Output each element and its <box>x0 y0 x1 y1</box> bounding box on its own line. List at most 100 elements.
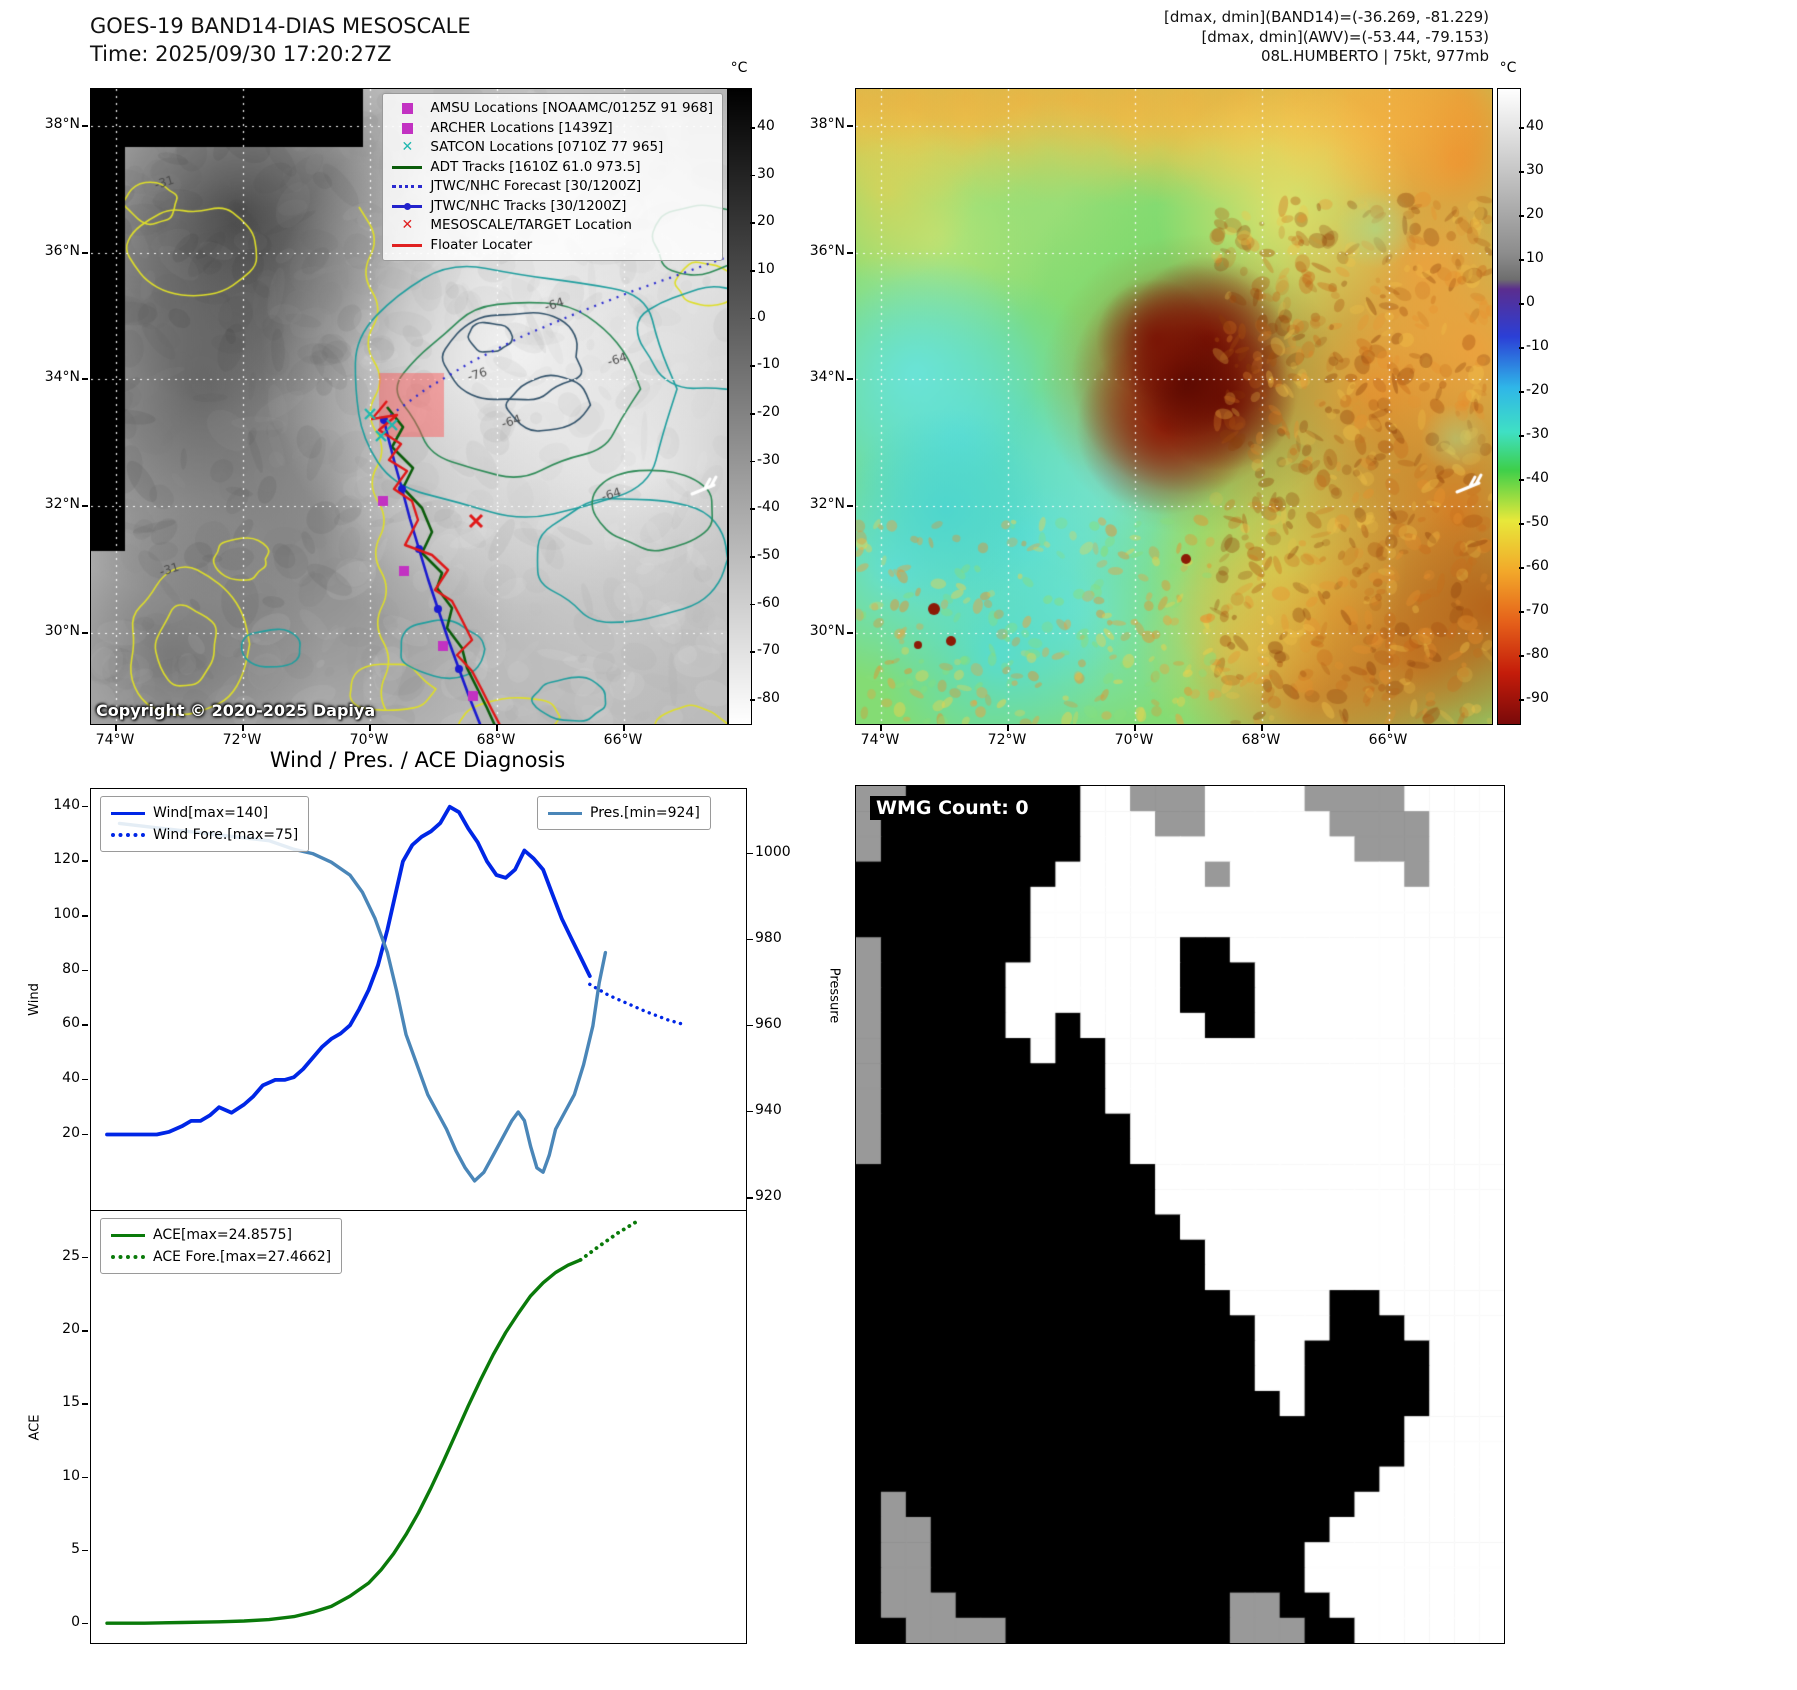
dmax-dmin-band14-readout: [dmax, dmin](BAND14)=(-36.269, -81.229) <box>1164 8 1489 26</box>
legend-item: AMSU Locations [NOAAMC/0125Z 91 968] <box>392 99 713 119</box>
legend-item: ARCHER Locations [1439Z] <box>392 119 713 139</box>
awv-colorbar <box>1497 88 1521 725</box>
y-axis-tick <box>82 1622 88 1625</box>
colorbar-tick-label: -30 <box>1526 426 1549 442</box>
colorbar-tick <box>750 365 755 367</box>
colorbar-tick <box>1519 127 1524 129</box>
line-dot-legend-marker-icon <box>392 199 423 213</box>
y-axis-tick-label: 34°N <box>44 369 80 385</box>
y-axis-tick-label: 25 <box>62 1247 80 1264</box>
colorbar-tick-label: 40 <box>1526 118 1544 134</box>
y-axis-tick-label: 940 <box>755 1101 782 1118</box>
legend-item: Pres.[min=924] <box>548 802 700 824</box>
line-legend-marker-icon <box>548 806 582 820</box>
y-axis-tick <box>82 1476 88 1479</box>
y-axis-tick-label: 60 <box>62 1015 80 1032</box>
x-axis-tick <box>1007 725 1009 731</box>
y-axis-tick <box>847 378 853 380</box>
x-axis-tick <box>369 725 371 731</box>
y-axis-tick <box>82 1403 88 1405</box>
y-axis-tick-label: 5 <box>71 1540 80 1557</box>
colorbar-tick-label: -10 <box>757 356 780 373</box>
y-axis-tick <box>82 1024 88 1026</box>
colorbar-tick <box>1519 567 1524 569</box>
band14-legend: AMSU Locations [NOAAMC/0125Z 91 968] ARCH… <box>382 93 723 261</box>
x-axis-tick-label: 70°W <box>349 732 389 748</box>
chart-legend: Pres.[min=924] <box>537 796 711 830</box>
colorbar-tick <box>1519 171 1524 173</box>
x-axis-tick <box>1388 725 1390 731</box>
colorbar-tick-label: -60 <box>757 594 780 611</box>
colorbar-tick-label: -80 <box>1526 646 1549 662</box>
y-axis-tick <box>82 252 88 254</box>
legend-item-label: Floater Locater <box>430 236 533 253</box>
line-legend-marker-icon <box>111 1250 145 1264</box>
colorbar-tick-label: -50 <box>757 547 780 563</box>
colorbar-tick <box>1519 391 1524 393</box>
x-axis-tick-label: 74°W <box>95 732 135 748</box>
diagnosis-title: Wind / Pres. / ACE Diagnosis <box>269 748 566 772</box>
colorbar-tick-label: 0 <box>757 308 766 325</box>
wind-axis-label: Wind <box>26 983 42 1016</box>
y-axis-tick-label: 100 <box>53 906 80 922</box>
y-axis-tick <box>82 1078 88 1081</box>
y-axis-tick-label: 120 <box>53 851 80 868</box>
x-axis-tick-label: 70°W <box>1114 732 1154 748</box>
y-axis-tick <box>847 125 853 127</box>
legend-item-label: ADT Tracks [1610Z 61.0 973.5] <box>430 158 641 175</box>
legend-item: Floater Locater <box>392 236 713 256</box>
awv-map <box>855 88 1493 725</box>
band14-colorbar-unit: °C <box>730 60 748 76</box>
colorbar-tick-label: 10 <box>757 261 775 277</box>
y-axis-tick-label: 920 <box>755 1188 782 1205</box>
legend-item-label: Wind Fore.[max=75] <box>153 827 299 843</box>
legend-item-label: JTWC/NHC Tracks [30/1200Z] <box>430 197 627 214</box>
square-legend-marker-icon <box>392 121 422 135</box>
y-axis-tick-label: 36°N <box>44 243 80 259</box>
colorbar-tick <box>750 603 755 606</box>
x-axis-tick-label: 66°W <box>603 732 643 748</box>
series-line <box>588 982 689 1027</box>
awv-colorbar-unit: °C <box>1499 60 1517 76</box>
colorbar-tick <box>750 317 755 320</box>
y-axis-tick <box>82 1330 88 1332</box>
y-axis-tick <box>82 915 88 917</box>
colorbar-tick <box>750 222 755 224</box>
colorbar-tick-label: -50 <box>1526 514 1549 530</box>
x-axis-tick <box>1134 725 1136 731</box>
y-axis-tick <box>747 1110 753 1113</box>
colorbar-tick-label: -30 <box>757 451 780 468</box>
storm-id-intensity: 08L.HUMBERTO | 75kt, 977mb <box>1260 47 1489 65</box>
y-axis-tick <box>82 805 88 808</box>
x-axis-tick-label: 72°W <box>222 732 262 748</box>
colorbar-tick <box>1519 435 1524 437</box>
legend-item: ACE Fore.[max=27.4662] <box>111 1246 331 1268</box>
y-axis-tick <box>847 632 853 634</box>
band14-title: GOES-19 BAND14-DIAS MESOSCALE <box>90 14 471 38</box>
y-axis-tick-label: 80 <box>62 960 80 977</box>
band14-map: AMSU Locations [NOAAMC/0125Z 91 968] ARCH… <box>90 88 728 725</box>
legend-item-label: ACE[max=24.8575] <box>153 1227 293 1243</box>
y-axis-tick-label: 36°N <box>809 243 845 259</box>
x-axis-tick-label: 72°W <box>987 732 1027 748</box>
y-axis-tick <box>82 1549 88 1552</box>
y-axis-tick-label: 960 <box>755 1015 782 1032</box>
colorbar-tick-label: -70 <box>1526 602 1549 618</box>
colorbar-tick-label: -80 <box>757 690 780 706</box>
colorbar-tick-label: 20 <box>1526 206 1544 222</box>
y-axis-tick <box>847 505 853 507</box>
wmg-grid-image <box>856 786 1504 1643</box>
colorbar-tick-label: -70 <box>757 642 780 659</box>
colorbar-tick-label: -40 <box>1526 470 1549 486</box>
series-line <box>578 1219 639 1262</box>
line-legend-marker-icon <box>392 238 423 252</box>
awv-satellite-image <box>856 89 1492 724</box>
colorbar-tick <box>1519 523 1524 525</box>
colorbar-tick-label: -40 <box>757 499 780 516</box>
colorbar-tick-label: 0 <box>1526 294 1535 310</box>
legend-item: ACE[max=24.8575] <box>111 1224 331 1246</box>
y-axis-tick-label: 40 <box>62 1069 80 1086</box>
ace-chart <box>90 1210 747 1644</box>
x-axis-tick <box>1261 725 1263 731</box>
legend-item-label: AMSU Locations [NOAAMC/0125Z 91 968] <box>430 100 713 116</box>
